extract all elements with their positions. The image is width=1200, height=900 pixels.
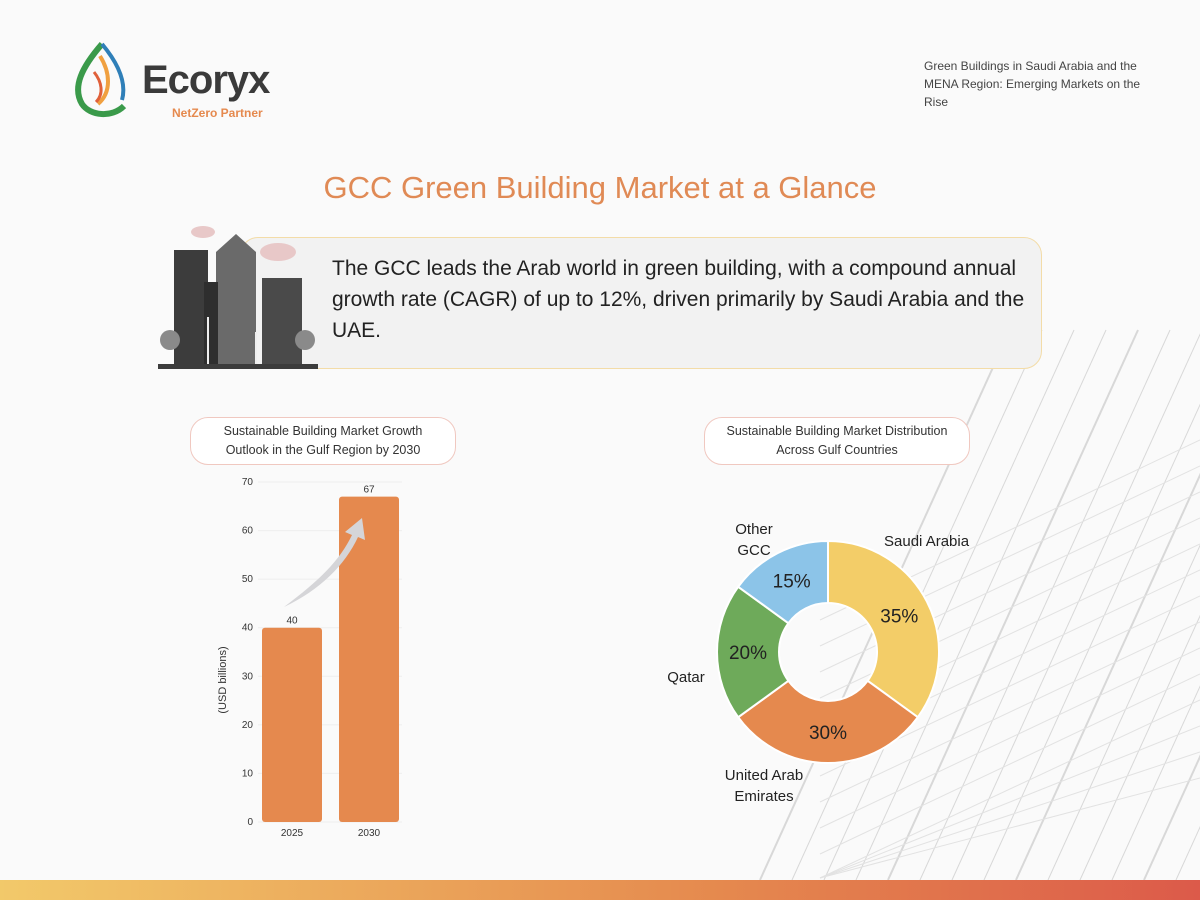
- donut-chart-title: Sustainable Building Market Distribution…: [704, 417, 970, 465]
- page-title: GCC Green Building Market at a Glance: [323, 170, 877, 205]
- background-line: [819, 751, 1200, 879]
- background-line: [823, 329, 1075, 881]
- x-tick-label: 2025: [281, 828, 304, 839]
- y-tick-label: 70: [242, 477, 254, 488]
- bar-2025: [262, 627, 322, 822]
- logo: Ecoryx NetZero Partner: [72, 42, 270, 120]
- slice-value-label: 35%: [880, 607, 918, 628]
- y-axis-label: (USD billions): [217, 646, 229, 713]
- donut-slice-1: [736, 679, 920, 764]
- leaf-drop-icon: [75, 42, 127, 117]
- bar-2030: [339, 496, 399, 822]
- background-line: [819, 673, 1200, 855]
- slice-value-label: 30%: [809, 723, 847, 744]
- background-line: [819, 647, 1200, 829]
- slice-category-label: Saudi Arabia: [884, 533, 970, 550]
- donut-slice-2: [716, 585, 790, 719]
- background-line: [819, 621, 1200, 803]
- background-line: [1111, 685, 1200, 881]
- intro-card: [240, 237, 1042, 369]
- x-tick-label: 2030: [358, 828, 381, 839]
- background-line: [1143, 754, 1200, 881]
- background-line: [855, 329, 1107, 881]
- donut-slice-3: [736, 539, 829, 625]
- background-line: [1079, 614, 1200, 881]
- slice-category-label: Other GCC: [735, 521, 773, 559]
- background-line: [819, 699, 1200, 879]
- background-line: [887, 329, 1139, 881]
- logo-tagline: NetZero Partner: [172, 106, 263, 120]
- background-line: [983, 403, 1200, 881]
- y-tick-label: 0: [247, 817, 253, 828]
- slice-category-label: United Arab Emirates: [725, 767, 803, 805]
- y-tick-label: 60: [242, 526, 254, 537]
- slice-value-label: 20%: [729, 643, 767, 664]
- y-tick-label: 30: [242, 671, 254, 682]
- intro-text: The GCC leads the Arab world in green bu…: [332, 257, 1025, 342]
- report-title: Green Buildings in Saudi Arabia and the …: [924, 59, 1141, 109]
- slice-category-label: Qatar: [667, 669, 705, 686]
- logo-name: Ecoryx: [142, 57, 270, 102]
- bar-value-label: 40: [286, 616, 298, 627]
- y-tick-label: 50: [242, 574, 254, 585]
- slice-value-label: 15%: [773, 572, 811, 593]
- y-tick-label: 40: [242, 623, 254, 634]
- y-tick-label: 20: [242, 720, 254, 731]
- bottom-gradient-bar: [0, 880, 1200, 900]
- growth-arrow-icon: [284, 518, 365, 607]
- background-line: [819, 725, 1200, 879]
- background-line: [1015, 472, 1200, 881]
- bar-value-label: 67: [363, 485, 375, 496]
- background-line: [951, 333, 1200, 881]
- city-buildings-icon: [158, 226, 318, 369]
- background-line: [819, 777, 1200, 879]
- bar-chart-title: Sustainable Building Market Growth Outlo…: [190, 417, 456, 465]
- donut-slice-0: [827, 539, 940, 719]
- background-line: [919, 329, 1171, 881]
- y-tick-label: 10: [242, 768, 254, 779]
